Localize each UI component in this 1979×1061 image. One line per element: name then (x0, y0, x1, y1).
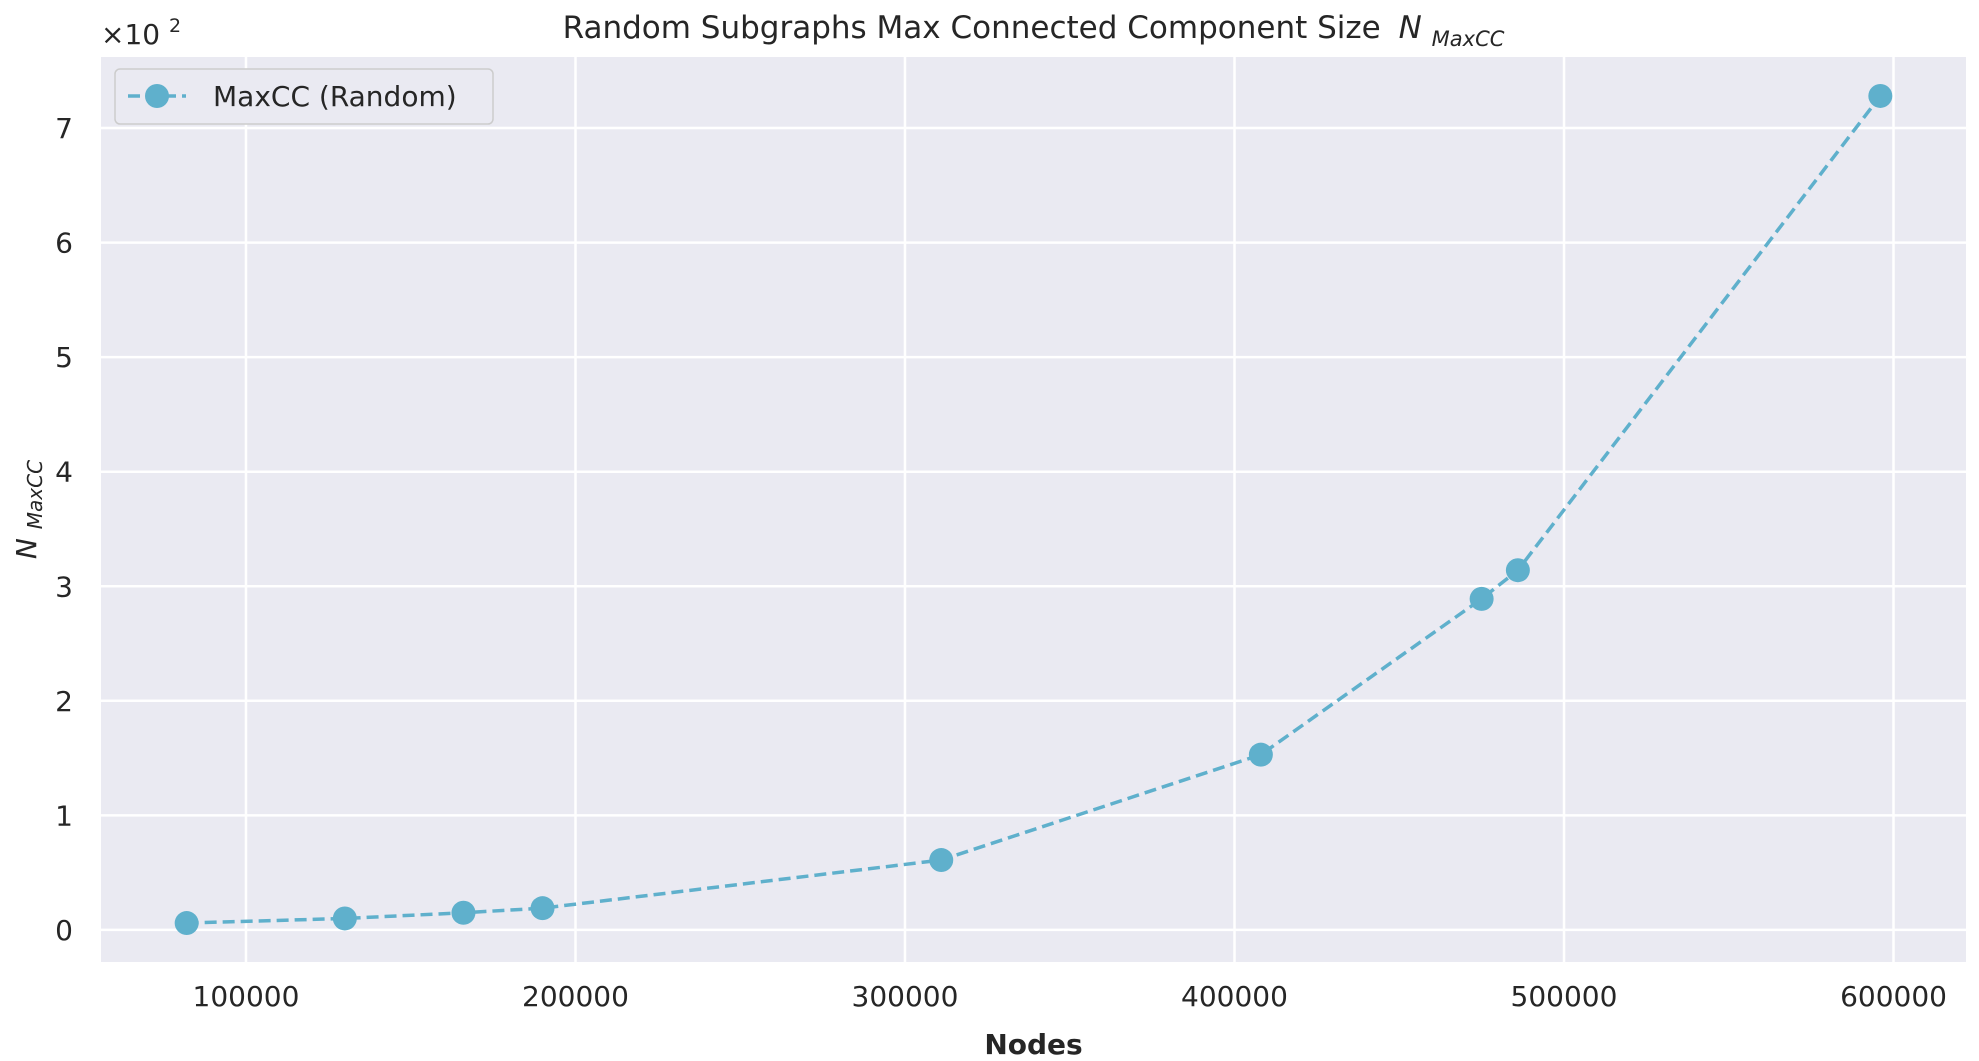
y-offset-exponent: 2 (169, 15, 181, 37)
chart-title-subscript: MaxCC (1432, 27, 1505, 51)
x-tick-label: 400000 (1181, 980, 1288, 1013)
legend-marker (145, 84, 169, 108)
y-tick-label: 0 (55, 914, 73, 947)
x-tick-label: 300000 (852, 980, 959, 1013)
series-layer (174, 83, 1893, 936)
plot-background (101, 57, 1966, 962)
y-tick-label: 1 (55, 799, 73, 832)
data-point (1248, 742, 1273, 767)
data-point (530, 896, 555, 921)
y-axis-label: N MaxCC (10, 460, 47, 559)
x-tick-label: 100000 (193, 980, 300, 1013)
y-axis-offset-text: ×10 2 (101, 15, 181, 51)
grid-lines (101, 57, 1966, 962)
data-point (1868, 83, 1893, 108)
chart-title: Random Subgraphs Max Connected Component… (563, 10, 1505, 51)
data-point (451, 900, 476, 925)
y-tick-label: 2 (55, 685, 73, 718)
legend-box (114, 68, 494, 125)
y-tick-label: 4 (55, 456, 73, 489)
chart-title-symbol: N (1399, 10, 1422, 46)
legend: MaxCC (Random) (114, 68, 494, 125)
x-tick-label: 600000 (1840, 980, 1947, 1013)
data-point (332, 906, 357, 931)
y-axis-label-symbol: N (10, 538, 43, 559)
data-point (174, 911, 199, 936)
y-tick-label: 5 (55, 341, 73, 374)
y-tick-label: 7 (55, 112, 73, 145)
y-axis-label-subscript: MaxCC (23, 460, 47, 529)
data-point (1505, 558, 1530, 583)
tick-labels: 100000 200000 300000 400000 500000 600000 0 1 2 3… (55, 112, 1947, 1013)
y-tick-label: 3 (55, 570, 73, 603)
data-point (929, 848, 954, 873)
x-tick-label: 200000 (522, 980, 629, 1013)
data-point (1469, 586, 1494, 611)
x-tick-label: 500000 (1511, 980, 1618, 1013)
y-offset-base: ×10 (101, 18, 160, 51)
x-axis-label: Nodes (984, 1028, 1082, 1061)
legend-label: MaxCC (Random) (213, 80, 457, 113)
y-tick-label: 6 (55, 227, 73, 260)
chart-title-text: Random Subgraphs Max Connected Component… (563, 10, 1381, 46)
